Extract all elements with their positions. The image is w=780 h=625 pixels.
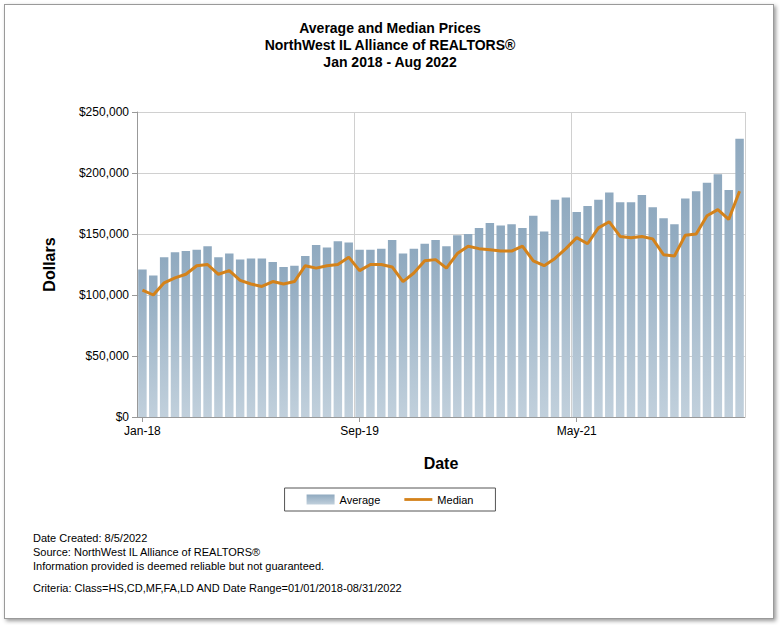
- svg-text:Date: Date: [424, 455, 459, 472]
- svg-text:Average and Median Prices: Average and Median Prices: [299, 20, 481, 36]
- svg-text:Date Created: 8/5/2022: Date Created: 8/5/2022: [33, 532, 147, 544]
- svg-text:$50,000: $50,000: [86, 349, 130, 363]
- svg-text:Jan 2018 - Aug 2022: Jan 2018 - Aug 2022: [323, 54, 457, 70]
- svg-text:Jan-18: Jan-18: [124, 424, 161, 438]
- svg-text:Information provided is deemed: Information provided is deemed reliable …: [33, 560, 324, 572]
- svg-text:Criteria: Class=HS,CD,MF,FA,LD: Criteria: Class=HS,CD,MF,FA,LD AND Date …: [33, 582, 402, 594]
- svg-text:Median: Median: [437, 494, 473, 506]
- svg-text:$100,000: $100,000: [79, 288, 129, 302]
- svg-text:NorthWest IL Alliance of REALT: NorthWest IL Alliance of REALTORS®: [265, 37, 516, 53]
- svg-text:$0: $0: [116, 410, 130, 424]
- svg-text:$150,000: $150,000: [79, 227, 129, 241]
- svg-text:Average: Average: [340, 494, 381, 506]
- svg-text:Dollars: Dollars: [41, 237, 58, 291]
- svg-text:May-21: May-21: [557, 424, 597, 438]
- svg-text:Sep-19: Sep-19: [340, 424, 379, 438]
- svg-text:$200,000: $200,000: [79, 166, 129, 180]
- svg-text:Source: NorthWest IL Alliance: Source: NorthWest IL Alliance of REALTOR…: [33, 546, 260, 558]
- svg-text:$250,000: $250,000: [79, 105, 129, 119]
